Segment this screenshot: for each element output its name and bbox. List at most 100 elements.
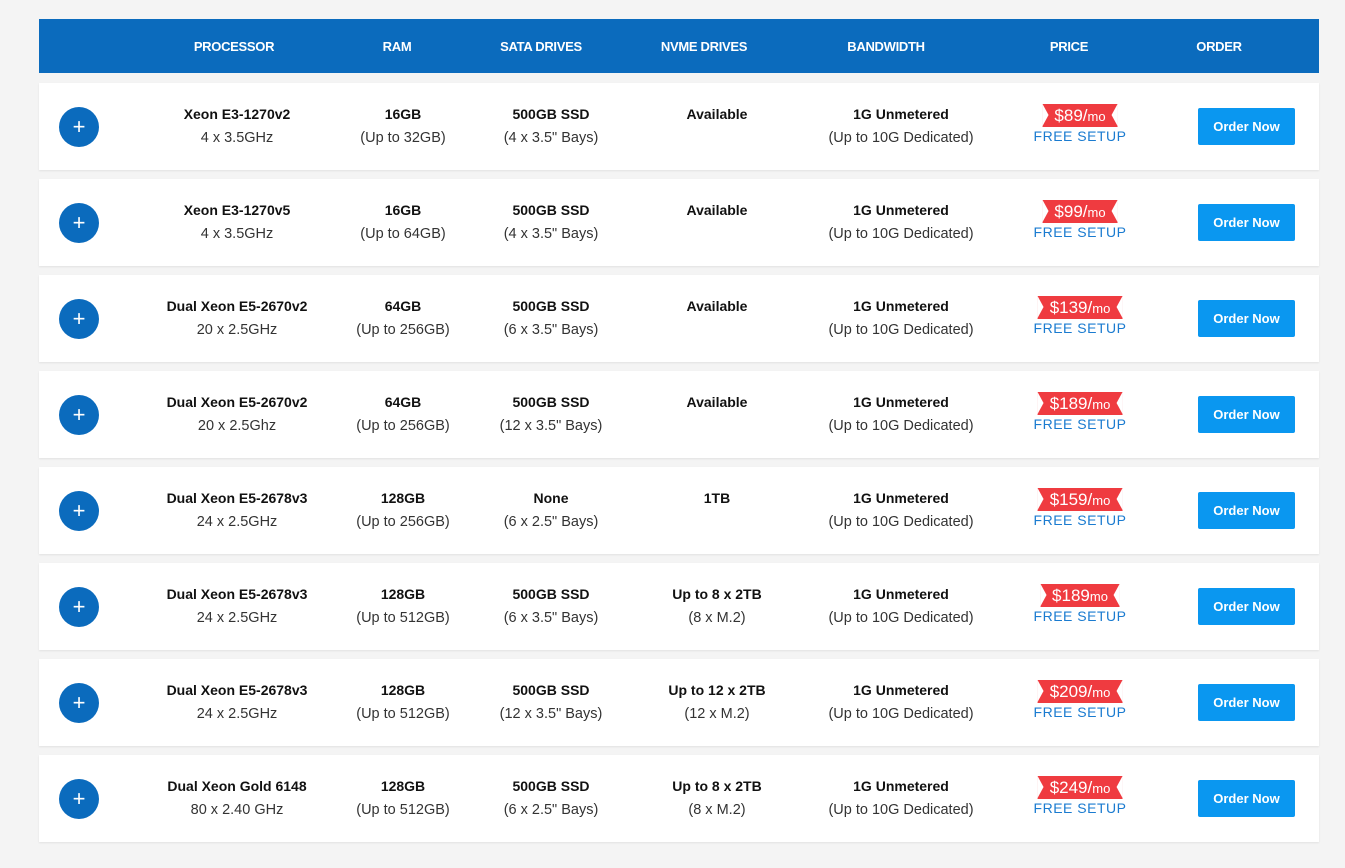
- ram-cell: 16GB (Up to 32GB): [360, 103, 445, 149]
- price-amount: $189: [1052, 586, 1090, 605]
- free-setup-label: FREE SETUP: [1033, 512, 1127, 528]
- expand-row-button[interactable]: +: [59, 107, 99, 147]
- server-pricing-table: PROCESSOR RAM SATA DRIVES NVME DRIVES BA…: [39, 19, 1319, 842]
- bandwidth-max: (Up to 10G Dedicated): [828, 418, 974, 434]
- nvme-drive: Available: [686, 106, 748, 122]
- expand-row-button[interactable]: +: [59, 203, 99, 243]
- table-row: + Dual Xeon Gold 6148 80 x 2.40 GHz 128GB (U…: [39, 755, 1319, 842]
- ram-amount: 16GB: [384, 106, 422, 122]
- price-ribbon: $139/mo: [1037, 296, 1123, 319]
- header-processor: PROCESSOR: [193, 39, 275, 54]
- order-now-button[interactable]: Order Now: [1198, 300, 1295, 337]
- expand-row-button[interactable]: +: [59, 779, 99, 819]
- order-now-button[interactable]: Order Now: [1198, 492, 1295, 529]
- cpu-model: Dual Xeon E5-2678v3: [166, 682, 308, 698]
- price-unit: mo: [1087, 109, 1106, 124]
- bandwidth: 1G Unmetered: [853, 298, 949, 314]
- nvme-drive: Up to 8 x 2TB: [672, 586, 762, 602]
- processor-cell: Dual Xeon E5-2678v3 24 x 2.5GHz: [167, 679, 308, 725]
- plus-icon: +: [72, 594, 86, 619]
- ram-max: (Up to 512GB): [356, 706, 450, 722]
- processor-cell: Dual Xeon E5-2670v2 20 x 2.5GHz: [167, 295, 308, 341]
- sata-cell: 500GB SSD (6 x 3.5" Bays): [504, 583, 599, 629]
- sata-drive: 500GB SSD: [512, 586, 590, 602]
- order-now-button[interactable]: Order Now: [1198, 588, 1295, 625]
- sata-bays: (4 x 3.5" Bays): [503, 130, 599, 146]
- cpu-model: Dual Xeon E5-2670v2: [166, 394, 308, 410]
- expand-row-button[interactable]: +: [59, 587, 99, 627]
- sata-bays: (6 x 2.5" Bays): [503, 802, 599, 818]
- bandwidth: 1G Unmetered: [853, 586, 949, 602]
- plus-icon: +: [72, 114, 86, 139]
- table-row: + Dual Xeon E5-2678v3 24 x 2.5GHz 128GB (Up …: [39, 563, 1319, 650]
- free-setup-label: FREE SETUP: [1033, 128, 1127, 144]
- bandwidth-cell: 1G Unmetered (Up to 10G Dedicated): [828, 679, 973, 725]
- sata-drive: 500GB SSD: [512, 394, 590, 410]
- header-nvme-drives: NVME DRIVES: [660, 39, 748, 54]
- cpu-cores: 24 x 2.5GHz: [196, 610, 278, 626]
- order-now-button[interactable]: Order Now: [1198, 204, 1295, 241]
- processor-cell: Dual Xeon E5-2670v2 20 x 2.5Ghz: [167, 391, 308, 437]
- plus-icon: +: [72, 690, 86, 715]
- price-cell: $209/mo FREE SETUP: [1034, 680, 1127, 720]
- header-bandwidth: BANDWIDTH: [847, 39, 925, 54]
- free-setup-label: FREE SETUP: [1033, 320, 1127, 336]
- price-cell: $139/mo FREE SETUP: [1034, 296, 1127, 336]
- table-row: + Dual Xeon E5-2678v3 24 x 2.5GHz 128GB (Up …: [39, 659, 1319, 746]
- processor-cell: Dual Xeon Gold 6148 80 x 2.40 GHz: [167, 775, 306, 821]
- order-now-button[interactable]: Order Now: [1198, 108, 1295, 145]
- order-now-button[interactable]: Order Now: [1198, 396, 1295, 433]
- sata-bays: (4 x 3.5" Bays): [503, 226, 599, 242]
- bandwidth-max: (Up to 10G Dedicated): [828, 514, 974, 530]
- price-cell: $99/mo FREE SETUP: [1034, 200, 1127, 240]
- nvme-drive: Available: [686, 202, 748, 218]
- bandwidth: 1G Unmetered: [853, 106, 949, 122]
- price-amount: $89/: [1054, 106, 1088, 125]
- price-ribbon: $189mo: [1040, 584, 1120, 607]
- order-now-button[interactable]: Order Now: [1198, 684, 1295, 721]
- ram-max: (Up to 512GB): [356, 610, 450, 626]
- free-setup-label: FREE SETUP: [1033, 416, 1127, 432]
- bandwidth-max: (Up to 10G Dedicated): [828, 610, 974, 626]
- processor-cell: Xeon E3-1270v2 4 x 3.5GHz: [184, 103, 291, 149]
- sata-drive: 500GB SSD: [512, 778, 590, 794]
- sata-bays: (6 x 2.5" Bays): [503, 514, 599, 530]
- bandwidth-cell: 1G Unmetered (Up to 10G Dedicated): [828, 487, 973, 533]
- ram-cell: 64GB (Up to 256GB): [356, 391, 450, 437]
- cpu-cores: 4 x 3.5GHz: [200, 130, 274, 146]
- price-cell: $249/mo FREE SETUP: [1034, 776, 1127, 816]
- bandwidth: 1G Unmetered: [853, 778, 949, 794]
- ram-amount: 64GB: [384, 394, 422, 410]
- price-unit: mo: [1092, 685, 1111, 700]
- ram-cell: 64GB (Up to 256GB): [356, 295, 450, 341]
- expand-row-button[interactable]: +: [59, 299, 99, 339]
- header-price: PRICE: [1049, 39, 1089, 54]
- nvme-slots: [687, 221, 748, 245]
- sata-bays: (12 x 3.5" Bays): [499, 418, 603, 434]
- sata-bays: (6 x 3.5" Bays): [503, 322, 599, 338]
- price-amount: $209/: [1049, 682, 1093, 701]
- cpu-model: Xeon E3-1270v5: [183, 202, 291, 218]
- expand-row-button[interactable]: +: [59, 395, 99, 435]
- bandwidth-cell: 1G Unmetered (Up to 10G Dedicated): [828, 583, 973, 629]
- nvme-slots: (8 x M.2): [688, 610, 746, 626]
- table-header: PROCESSOR RAM SATA DRIVES NVME DRIVES BA…: [39, 19, 1319, 73]
- table-row: + Xeon E3-1270v5 4 x 3.5GHz 16GB (Up to 64GB…: [39, 179, 1319, 266]
- ram-cell: 16GB (Up to 64GB): [360, 199, 445, 245]
- expand-row-button[interactable]: +: [59, 491, 99, 531]
- free-setup-label: FREE SETUP: [1033, 224, 1127, 240]
- ram-max: (Up to 512GB): [356, 802, 450, 818]
- nvme-drive: 1TB: [703, 490, 731, 506]
- cpu-model: Dual Xeon E5-2670v2: [166, 298, 308, 314]
- sata-cell: 500GB SSD (6 x 2.5" Bays): [504, 775, 599, 821]
- expand-row-button[interactable]: +: [59, 683, 99, 723]
- nvme-drive: Available: [686, 394, 748, 410]
- nvme-cell: Available: [687, 391, 748, 437]
- ram-max: (Up to 64GB): [360, 226, 446, 242]
- sata-bays: (12 x 3.5" Bays): [499, 706, 603, 722]
- cpu-cores: 4 x 3.5GHz: [200, 226, 274, 242]
- price-unit: mo: [1092, 397, 1111, 412]
- nvme-slots: [704, 509, 730, 533]
- order-now-button[interactable]: Order Now: [1198, 780, 1295, 817]
- free-setup-label: FREE SETUP: [1033, 800, 1127, 816]
